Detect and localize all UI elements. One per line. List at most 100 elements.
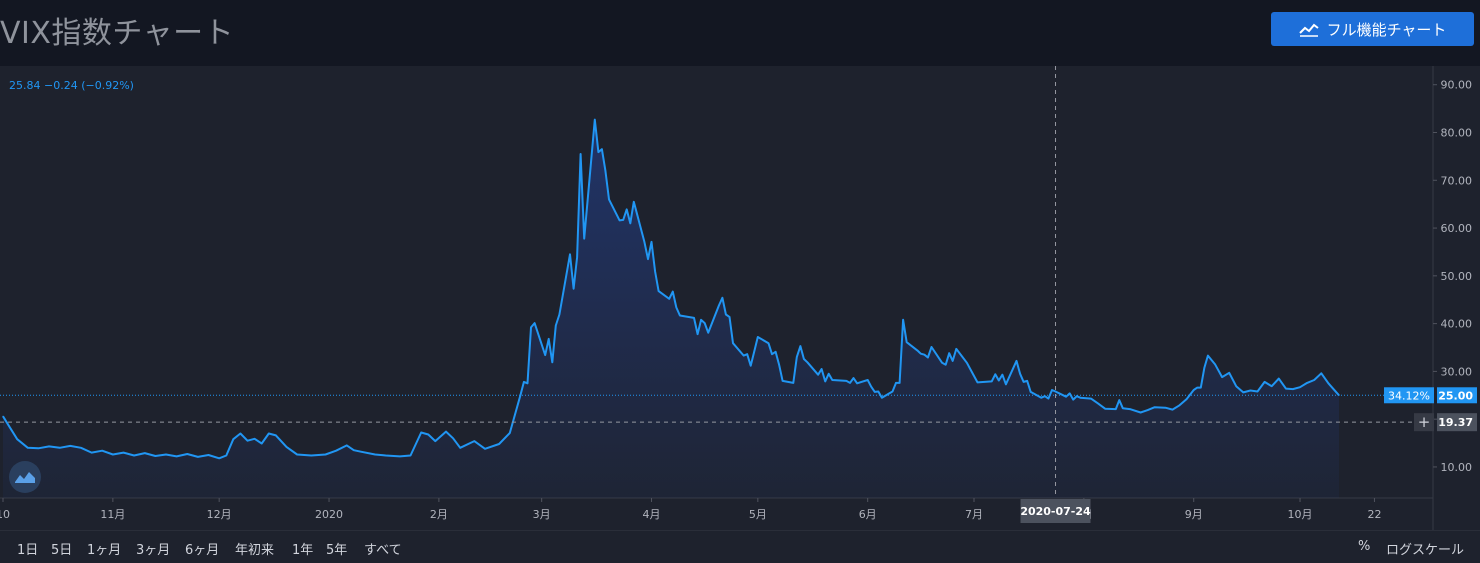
data-point — [927, 356, 929, 359]
data-point — [91, 452, 93, 454]
percent-label-bg — [1384, 387, 1434, 404]
data-point — [360, 451, 362, 453]
data-point — [133, 454, 135, 457]
data-point — [845, 380, 848, 382]
legend-values: 25.84 −0.24 (−0.92%) — [9, 79, 134, 92]
data-point — [27, 447, 29, 449]
range-button[interactable]: 1ヶ月 — [87, 543, 122, 558]
data-point — [746, 353, 748, 355]
range-button[interactable]: 3ヶ月 — [136, 543, 171, 558]
data-point — [778, 364, 780, 366]
data-point — [551, 361, 553, 363]
data-point — [1040, 397, 1042, 399]
data-point — [1076, 395, 1078, 397]
data-point — [650, 241, 653, 243]
data-point — [856, 382, 858, 384]
data-point — [48, 445, 50, 447]
data-point — [707, 332, 709, 334]
data-point — [1051, 389, 1053, 391]
data-point — [633, 201, 635, 203]
data-point — [1221, 376, 1223, 378]
data-point — [782, 380, 784, 382]
data-point — [154, 455, 156, 457]
x-tick-label: 7月 — [965, 508, 983, 521]
data-point — [828, 373, 830, 375]
data-point — [870, 386, 872, 388]
data-point — [324, 453, 327, 456]
x-tick-label: 9月 — [1185, 508, 1203, 521]
data-point — [385, 454, 387, 457]
area-fill — [3, 119, 1339, 498]
series-line[interactable] — [2, 118, 1340, 460]
data-point — [803, 358, 805, 360]
data-point — [792, 382, 794, 384]
plus-button-bg[interactable] — [1414, 413, 1434, 432]
data-point — [1044, 395, 1046, 397]
data-point — [374, 453, 376, 456]
log-scale-toggle[interactable]: ログスケール — [1386, 543, 1465, 558]
data-point — [771, 353, 773, 355]
crosshair-date-bg — [1020, 499, 1091, 523]
range-button[interactable]: すべて — [364, 543, 402, 558]
data-point — [849, 382, 851, 384]
tradingview-logo[interactable] — [9, 461, 41, 493]
data-point — [1285, 388, 1287, 390]
data-point — [721, 297, 724, 299]
range-button[interactable]: 5日 — [51, 543, 73, 558]
page-title: VIX指数チャート — [0, 16, 235, 51]
data-point — [796, 356, 798, 358]
data-point — [852, 377, 855, 379]
data-point — [1164, 407, 1166, 409]
y-tick-label: 40.00 — [1441, 318, 1473, 331]
data-point — [534, 322, 536, 324]
plus-icon[interactable]: + — [1418, 413, 1431, 431]
x-tick-label: 10 — [0, 508, 10, 521]
data-point — [1140, 411, 1142, 414]
data-point — [498, 443, 500, 445]
data-point — [619, 219, 621, 221]
data-point — [753, 350, 755, 352]
data-point — [1299, 386, 1301, 388]
range-button[interactable]: 6ヶ月 — [185, 543, 220, 558]
data-point — [891, 390, 894, 393]
range-button[interactable]: 年初来 — [235, 543, 275, 558]
data-point — [831, 379, 833, 381]
data-point — [285, 446, 288, 448]
data-point — [268, 432, 270, 435]
data-point — [1030, 391, 1032, 393]
data-point — [732, 342, 734, 344]
data-point — [1207, 355, 1209, 357]
data-point — [176, 455, 178, 457]
data-point — [1320, 372, 1322, 374]
current-price-label: 25.00 — [1438, 389, 1473, 402]
data-point — [877, 390, 879, 393]
range-button[interactable]: 5年 — [326, 543, 348, 558]
data-point — [37, 447, 40, 449]
data-point — [1154, 406, 1156, 408]
data-point — [69, 445, 71, 447]
data-point — [597, 151, 600, 153]
data-point — [296, 453, 298, 456]
data-point — [197, 456, 199, 458]
data-point — [1186, 398, 1188, 400]
current-price-label-bg — [1437, 387, 1477, 404]
range-button[interactable]: 1年 — [292, 543, 314, 558]
data-point — [1104, 408, 1106, 410]
data-point — [519, 394, 522, 396]
full-chart-button[interactable]: フル機能チャート — [1271, 12, 1474, 46]
data-point — [1214, 363, 1216, 365]
data-point — [1327, 382, 1329, 384]
data-point — [445, 431, 447, 433]
data-point — [239, 432, 241, 435]
data-point — [672, 291, 674, 293]
data-point — [817, 374, 819, 376]
data-point — [2, 415, 4, 417]
data-point — [874, 391, 876, 393]
range-button[interactable]: 1日 — [17, 543, 39, 558]
data-point — [1271, 385, 1273, 387]
data-point — [775, 351, 777, 353]
percent-scale-toggle[interactable]: % — [1358, 539, 1371, 554]
data-point — [225, 454, 227, 457]
data-point — [923, 354, 926, 356]
